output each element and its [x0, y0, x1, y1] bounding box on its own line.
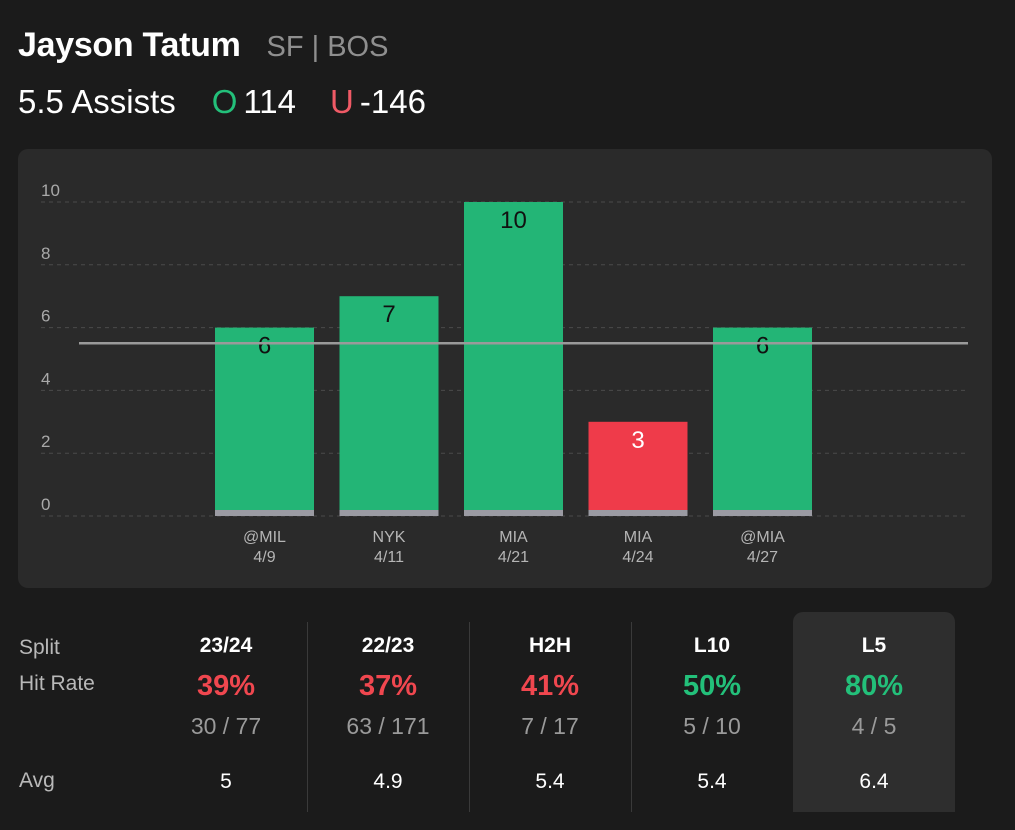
avg-value: 4.9	[373, 770, 403, 793]
player-name: Jayson Tatum	[18, 26, 241, 64]
bar	[464, 202, 563, 516]
hit-rate-pct: 41%	[520, 670, 580, 702]
bar-value-label: 3	[631, 427, 644, 454]
split-name: L5	[861, 634, 887, 657]
y-tick-label: 4	[41, 369, 50, 388]
bar-base	[215, 510, 314, 516]
avg-value: 5.4	[535, 770, 565, 793]
bar-base	[464, 510, 563, 516]
split-column[interactable]: 23/24 39% 30 / 77 5	[145, 612, 307, 812]
game-log-chart: 0 2 4 6 8 10 6 @MIL 4/9 7 NYK 4/11 10 MIA 4/21 3 MIA 4/24…	[18, 149, 992, 588]
hit-rate-fraction: 63 / 171	[346, 713, 430, 739]
avg-value: 5.4	[697, 770, 727, 793]
over-odds[interactable]: O 114	[212, 83, 296, 121]
hit-rate-fraction: 7 / 17	[521, 713, 579, 739]
hit-rate-fraction: 5 / 10	[683, 713, 741, 739]
y-tick-label: 0	[41, 495, 50, 514]
hit-rate-pct: 80%	[844, 670, 904, 702]
hit-rate-row-label: Hit Rate	[19, 672, 95, 695]
hit-rate-pct: 39%	[196, 670, 256, 702]
x-tick-opponent: MIA	[624, 529, 653, 546]
bar-base	[713, 510, 812, 516]
column-divider	[469, 622, 470, 812]
prop-line-label: 5.5 Assists	[18, 83, 176, 120]
split-column[interactable]: H2H 41% 7 / 17 5.4	[469, 612, 631, 812]
avg-value: 5	[220, 770, 232, 793]
y-tick-label: 2	[41, 432, 50, 451]
hit-rate-pct: 37%	[358, 670, 418, 702]
split-name: L10	[693, 634, 731, 657]
bar-value-label: 10	[500, 207, 527, 234]
over-odds-value: 114	[243, 83, 297, 120]
split-column[interactable]: 22/23 37% 63 / 171 4.9	[307, 612, 469, 812]
avg-value: 6.4	[859, 770, 889, 793]
prop-line-row: 5.5 Assists O 114 U -146	[18, 83, 997, 121]
chart-svg: 0 2 4 6 8 10 6 @MIL 4/9 7 NYK 4/11 10 MIA 4/21 3 MIA 4/24…	[41, 181, 968, 566]
bar	[215, 327, 314, 516]
y-tick-label: 10	[41, 181, 60, 200]
x-tick-date: 4/9	[253, 549, 275, 566]
player-row: Jayson Tatum SF | BOS	[18, 26, 997, 65]
split-column[interactable]: L10 50% 5 / 10 5.4	[631, 612, 793, 812]
x-tick-date: 4/24	[622, 549, 653, 566]
hit-rate-fraction: 30 / 77	[190, 713, 262, 739]
split-name: H2H	[528, 634, 571, 657]
bar-value-label: 7	[382, 301, 395, 328]
bar	[339, 296, 439, 516]
x-tick-date: 4/21	[498, 549, 529, 566]
split-name: 22/23	[361, 634, 415, 657]
split-column-selected[interactable]: L5 80% 4 / 5 6.4	[793, 612, 955, 812]
hit-rate-pct: 50%	[682, 670, 742, 702]
avg-row-label: Avg	[19, 769, 55, 792]
y-tick-label: 6	[41, 307, 50, 326]
bar-value-label: 6	[756, 333, 769, 360]
header: Jayson Tatum SF | BOS 5.5 Assists O 114 …	[18, 26, 997, 121]
bar-value-label: 6	[258, 333, 271, 360]
bar	[588, 421, 688, 516]
over-icon: O	[211, 83, 238, 120]
hit-rate-table: Split Hit Rate Avg 23/24 39% 30 / 77 5 2…	[0, 612, 1015, 830]
split-name: 23/24	[199, 634, 253, 657]
bar-base	[588, 510, 688, 516]
column-divider	[631, 622, 632, 812]
bar-base	[339, 510, 439, 516]
player-position-team: SF | BOS	[266, 31, 389, 63]
hit-rate-fraction: 4 / 5	[851, 713, 897, 739]
y-tick-label: 8	[41, 244, 50, 263]
under-odds[interactable]: U -146	[330, 83, 426, 121]
under-odds-value: -146	[359, 83, 426, 120]
x-tick-opponent: @MIL	[243, 529, 286, 546]
x-tick-date: 4/11	[374, 549, 404, 566]
column-divider	[307, 622, 308, 812]
x-tick-opponent: @MIA	[740, 529, 785, 546]
split-row-label: Split	[19, 636, 60, 659]
under-icon: U	[330, 83, 354, 120]
x-tick-date: 4/27	[747, 549, 778, 566]
x-tick-opponent: MIA	[499, 529, 528, 546]
x-tick-opponent: NYK	[373, 529, 406, 546]
bar	[713, 327, 812, 516]
